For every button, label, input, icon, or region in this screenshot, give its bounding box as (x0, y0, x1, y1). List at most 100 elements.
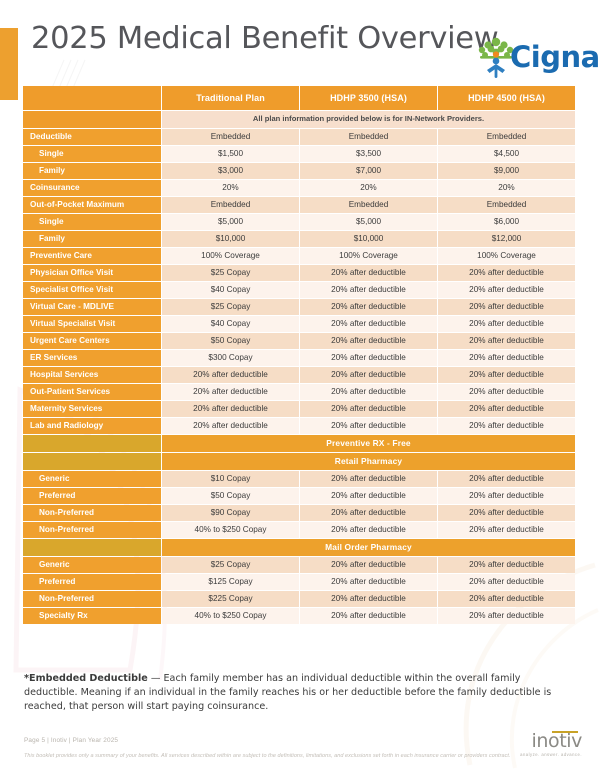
inotiv-overbar-icon (552, 731, 578, 733)
benefit-value: 20% after deductible (438, 350, 575, 366)
benefit-value: 20% after deductible (300, 316, 437, 332)
benefit-value: 20% after deductible (300, 299, 437, 315)
benefit-value: 20% after deductible (438, 418, 575, 434)
benefit-value: Embedded (162, 129, 299, 145)
section-banner-label: Mail Order Pharmacy (162, 539, 575, 556)
note-label-cell (23, 111, 161, 128)
inotiv-wordmark: inotiv (531, 730, 582, 752)
row-label: Virtual Care - MDLIVE (23, 299, 161, 315)
table-row: Virtual Specialist Visit $40 Copay 20% aft… (23, 316, 575, 332)
banner-label-cell (23, 435, 161, 452)
benefit-value: $25 Copay (162, 557, 299, 573)
benefit-value: 20% after deductible (300, 591, 437, 607)
column-header: HDHP 3500 (HSA) (300, 86, 437, 110)
row-label: Non-Preferred (23, 591, 161, 607)
table-row: Non-Preferred $225 Copay 20% after deducti… (23, 591, 575, 607)
benefit-value: 20% (300, 180, 437, 196)
benefit-value: $300 Copay (162, 350, 299, 366)
row-label: Virtual Specialist Visit (23, 316, 161, 332)
benefit-value: 20% after deductible (438, 299, 575, 315)
table-row: ER Services $300 Copay 20% after deductibl… (23, 350, 575, 366)
benefit-value: $10,000 (162, 231, 299, 247)
row-label: Family (23, 163, 161, 179)
benefit-value: 20% after deductible (162, 418, 299, 434)
benefit-value: $9,000 (438, 163, 575, 179)
row-label: Hospital Services (23, 367, 161, 383)
cigna-period (583, 62, 587, 66)
row-label: Generic (23, 557, 161, 573)
benefit-value: 20% after deductible (162, 384, 299, 400)
benefit-value: 20% after deductible (162, 401, 299, 417)
table-row: Non-Preferred 40% to $250 Copay 20% after … (23, 522, 575, 538)
inotiv-tagline: analyze. answer. advance. (520, 752, 582, 757)
table-row: Urgent Care Centers $50 Copay 20% after de… (23, 333, 575, 349)
benefit-value: 20% after deductible (300, 488, 437, 504)
benefit-value: $1,500 (162, 146, 299, 162)
page-title: 2025 Medical Benefit Overview (31, 21, 499, 56)
benefit-value: $3,000 (162, 163, 299, 179)
row-label: Out-Patient Services (23, 384, 161, 400)
table-row: Preferred $125 Copay 20% after deductible 2… (23, 574, 575, 590)
benefit-value: 20% after deductible (438, 282, 575, 298)
table-row: Generic $25 Copay 20% after deductible 20% … (23, 557, 575, 573)
benefit-value: 20% after deductible (438, 488, 575, 504)
benefit-value: 20% after deductible (300, 282, 437, 298)
benefit-value: $3,500 (300, 146, 437, 162)
benefit-value: $25 Copay (162, 265, 299, 281)
table-row: Family $10,000 $10,000 $12,000 (23, 231, 575, 247)
footnote-marker: * (24, 673, 30, 684)
benefit-value: 20% after deductible (438, 505, 575, 521)
benefit-value: $10,000 (300, 231, 437, 247)
row-label: Specialist Office Visit (23, 282, 161, 298)
benefit-value: $225 Copay (162, 591, 299, 607)
table-row: Specialist Office Visit $40 Copay 20% afte… (23, 282, 575, 298)
benefit-value: $40 Copay (162, 282, 299, 298)
benefit-value: 20% after deductible (300, 333, 437, 349)
table-row: Single $1,500 $3,500 $4,500 (23, 146, 575, 162)
footer-disclaimer: This booklet provides only a summary of … (24, 753, 511, 759)
benefit-value: 20% (438, 180, 575, 196)
benefit-value: 20% after deductible (438, 591, 575, 607)
table-row: Specialty Rx 40% to $250 Copay 20% after d… (23, 608, 575, 624)
cigna-tree-icon (478, 37, 514, 78)
footnote-text: Each family member has an individual ded… (24, 673, 552, 713)
benefit-value: Embedded (438, 129, 575, 145)
benefits-table-body: Traditional Plan HDHP 3500 (HSA) HDHP 4500… (23, 86, 575, 624)
benefit-value: 20% after deductible (162, 367, 299, 383)
row-label: Out-of-Pocket Maximum (23, 197, 161, 213)
benefit-value: 20% (162, 180, 299, 196)
row-label: Physician Office Visit (23, 265, 161, 281)
row-label: Urgent Care Centers (23, 333, 161, 349)
benefit-value: Embedded (300, 129, 437, 145)
row-label: Single (23, 146, 161, 162)
table-row: Virtual Care - MDLIVE $25 Copay 20% after … (23, 299, 575, 315)
benefit-value: 20% after deductible (438, 574, 575, 590)
benefit-value: 20% after deductible (300, 522, 437, 538)
benefit-value: $50 Copay (162, 333, 299, 349)
network-note-row: All plan information provided below is f… (23, 111, 575, 128)
benefit-value: $7,000 (300, 163, 437, 179)
benefit-value: $5,000 (300, 214, 437, 230)
row-label: Coinsurance (23, 180, 161, 196)
table-row: Maternity Services 20% after deductible 20… (23, 401, 575, 417)
benefit-value: 40% to $250 Copay (162, 522, 299, 538)
row-label: Preferred (23, 574, 161, 590)
section-banner-row: Mail Order Pharmacy (23, 539, 575, 556)
section-banner-label: Preventive RX - Free (162, 435, 575, 452)
banner-label-cell (23, 539, 161, 556)
benefit-value: 20% after deductible (438, 333, 575, 349)
footnote-dash: — (147, 673, 164, 684)
benefit-value: 20% after deductible (300, 557, 437, 573)
section-banner-row: Preventive RX - Free (23, 435, 575, 452)
benefit-value: 100% Coverage (162, 248, 299, 264)
left-accent-bar (0, 28, 18, 100)
row-label: Generic (23, 471, 161, 487)
table-row: Non-Preferred $90 Copay 20% after deductib… (23, 505, 575, 521)
footnote: *Embedded Deductible — Each family membe… (24, 672, 554, 715)
row-label: Preferred (23, 488, 161, 504)
benefit-value: $125 Copay (162, 574, 299, 590)
row-label: Specialty Rx (23, 608, 161, 624)
benefit-value: $90 Copay (162, 505, 299, 521)
table-row: Generic $10 Copay 20% after deductible 20% … (23, 471, 575, 487)
